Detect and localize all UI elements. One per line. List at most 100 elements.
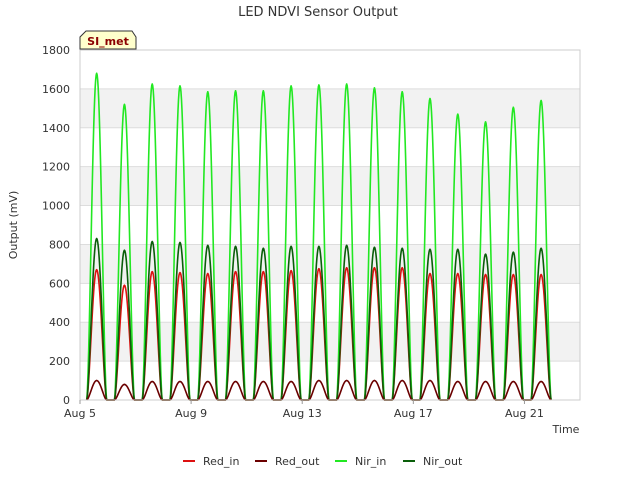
data-point-nir-out (206, 244, 209, 247)
data-point-nir-out (262, 247, 265, 250)
data-point-red-in (206, 272, 209, 275)
chart-title: LED NDVI Sensor Output (238, 5, 398, 20)
data-point-red-out (234, 380, 237, 383)
legend-label: Red_out (275, 455, 320, 468)
y-tick-label: 1400 (42, 122, 70, 135)
data-point-red-out (512, 380, 515, 383)
data-point-nir-in (512, 106, 515, 109)
data-point-red-in (290, 269, 292, 272)
data-point-nir-in (290, 85, 292, 87)
data-point-red-out (179, 380, 181, 383)
data-point-red-out (484, 380, 487, 383)
background-band (80, 166, 580, 206)
data-point-nir-out (401, 247, 404, 250)
data-point-nir-out (429, 248, 431, 251)
data-point-nir-in (234, 90, 237, 92)
y-tick-label: 400 (49, 316, 70, 329)
data-point-nir-out (540, 247, 542, 250)
data-point-red-in (123, 284, 126, 287)
background-band (80, 322, 580, 362)
series-layer (85, 72, 552, 401)
data-point-red-out (290, 380, 292, 383)
data-point-nir-out (373, 246, 376, 249)
data-point-nir-in (151, 83, 154, 85)
x-axis-ticks: Aug 5 Aug 9 Aug 13 Aug 17 Aug 21 (64, 400, 544, 420)
x-tick-label: Aug 9 (175, 407, 207, 420)
data-point-red-in (345, 266, 348, 269)
y-tick-label: 1200 (42, 161, 70, 174)
y-tick-label: 800 (49, 238, 70, 251)
data-point-red-out (151, 380, 154, 383)
x-tick-label: Aug 17 (394, 407, 433, 420)
x-tick-label: Aug 21 (505, 407, 544, 420)
data-point-red-out (373, 379, 376, 382)
data-point-nir-in (95, 72, 98, 75)
data-point-red-in (95, 268, 98, 271)
data-point-red-in (151, 270, 154, 273)
data-point-red-out (318, 379, 320, 382)
data-point-nir-in (484, 121, 487, 123)
y-tick-label: 0 (63, 394, 70, 407)
plot-frame (79, 49, 581, 401)
data-point-nir-in (373, 87, 376, 89)
data-point-red-in (401, 266, 404, 269)
data-point-nir-out (318, 245, 320, 248)
data-point-red-in (179, 271, 181, 274)
y-tick-label: 1800 (42, 44, 70, 57)
background-band (80, 88, 580, 128)
x-tick-label: Aug 13 (283, 407, 322, 420)
data-point-nir-out (234, 245, 237, 248)
data-point-nir-in (456, 113, 459, 115)
y-axis-label: Output (mV) (7, 191, 20, 260)
data-point-nir-out (456, 248, 459, 251)
data-point-nir-in (179, 85, 181, 87)
data-point-red-out (95, 379, 98, 382)
data-point-red-in (540, 273, 542, 276)
y-tick-label: 1600 (42, 83, 70, 96)
data-point-nir-out (290, 245, 292, 248)
data-point-nir-in (318, 84, 320, 86)
data-point-red-out (540, 380, 542, 383)
x-axis-label: Time (552, 423, 580, 436)
legend-label: Nir_in (355, 455, 386, 468)
data-point-nir-in (401, 91, 404, 93)
data-point-nir-out (345, 244, 348, 247)
data-point-nir-in (123, 103, 126, 106)
data-point-nir-out (151, 240, 154, 243)
y-tick-label: 600 (49, 277, 70, 290)
badge-label: SI_met (87, 35, 129, 48)
data-point-red-in (262, 270, 265, 273)
legend-label: Red_in (203, 455, 239, 468)
legend: Red_in Red_out Nir_in Nir_out (183, 455, 463, 468)
x-tick-label: Aug 5 (64, 407, 96, 420)
data-point-nir-out (179, 241, 181, 244)
data-point-red-out (206, 380, 209, 383)
data-point-red-out (429, 379, 431, 382)
data-point-red-out (401, 379, 404, 382)
data-point-red-in (318, 267, 320, 270)
background-band (80, 244, 580, 284)
y-tick-label: 200 (49, 355, 70, 368)
y-tick-label: 1000 (42, 200, 70, 213)
data-point-red-in (234, 270, 237, 273)
data-point-red-out (456, 380, 459, 383)
legend-label: Nir_out (423, 455, 463, 468)
data-point-red-in (512, 273, 515, 276)
data-point-red-in (484, 273, 487, 276)
data-point-nir-out (123, 249, 126, 252)
data-point-nir-in (540, 99, 542, 102)
data-point-nir-in (262, 90, 265, 92)
data-point-red-in (456, 272, 459, 275)
series-line-red-out (86, 379, 552, 401)
data-point-red-out (262, 380, 265, 383)
data-point-nir-out (512, 251, 515, 254)
data-point-red-out (123, 383, 126, 386)
data-point-red-in (429, 272, 431, 275)
data-point-nir-in (206, 91, 209, 93)
y-axis-ticks: 0 200 400 600 800 1000 1200 1400 1600 1800 (42, 44, 70, 407)
background-bands (80, 88, 580, 362)
badge: SI_met (79, 30, 137, 50)
data-point-red-in (373, 266, 376, 269)
data-point-nir-out (95, 237, 98, 240)
